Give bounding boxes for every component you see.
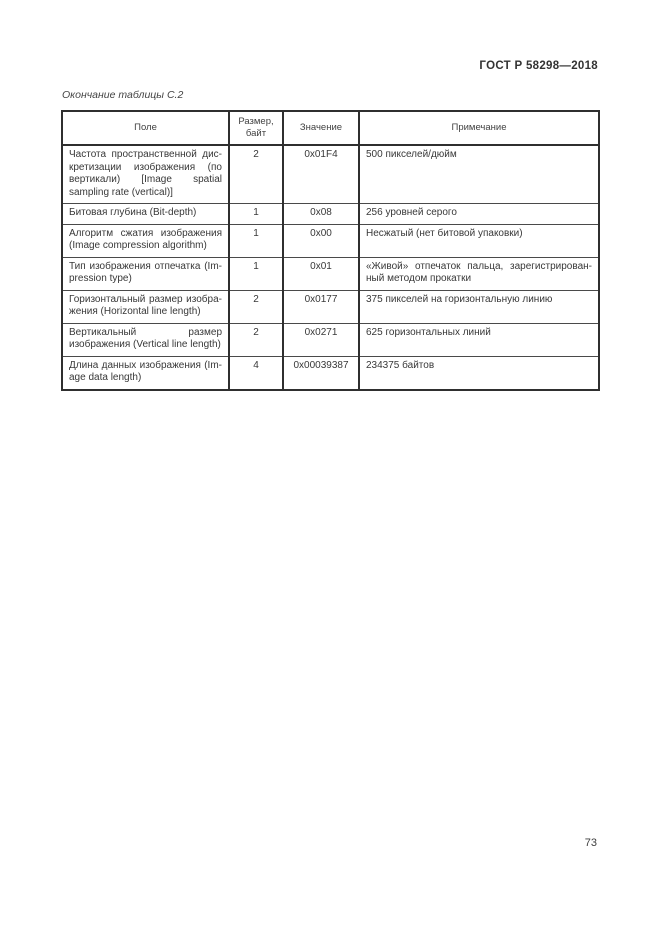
- cell-value: 0x00039387: [282, 355, 360, 390]
- cell-size-bytes: 2: [228, 289, 284, 324]
- cell-size-bytes: 1: [228, 256, 284, 291]
- running-header: ГОСТ Р 58298—2018: [479, 60, 598, 72]
- cell-value: 0x0271: [282, 322, 360, 357]
- cell-field: Вертикальный размер изображе­ния (Vertic…: [61, 322, 230, 357]
- table-row: Битовая глубина (Bit-depth) 1 0x08 256 уров…: [61, 203, 600, 225]
- column-header-field: Поле: [61, 111, 230, 146]
- table-continuation-caption: Окончание таблицы С.2: [62, 89, 184, 101]
- table-row: Длина данных изображения (Im­age data le…: [61, 355, 600, 390]
- cell-note: 500 пикселей/дюйм: [358, 144, 600, 204]
- cell-value: 0x00: [282, 223, 360, 258]
- cell-field: Длина данных изображения (Im­age data le…: [61, 355, 230, 390]
- cell-note: Несжатый (нет битовой упаковки): [358, 223, 600, 258]
- cell-field: Алгоритм сжатия изображения (Image compr…: [61, 223, 230, 258]
- cell-note: «Живой» отпечаток пальца, зарегистрирова…: [358, 256, 600, 291]
- cell-size-bytes: 2: [228, 322, 284, 357]
- page-number: 73: [584, 837, 597, 849]
- cell-size-bytes: 4: [228, 355, 284, 390]
- doc-number: ГОСТ Р 58298—2018: [479, 60, 598, 72]
- cell-value: 0x01F4: [282, 144, 360, 204]
- cell-size-bytes: 2: [228, 144, 284, 204]
- cell-size-bytes: 1: [228, 203, 284, 225]
- column-header-note: Примечание: [358, 111, 600, 146]
- cell-value: 0x01: [282, 256, 360, 291]
- table-row: Частота пространственной дис­кретизации …: [61, 144, 600, 204]
- table-row: Тип изображения отпечатка (Im­pression t…: [61, 256, 600, 291]
- cell-field: Частота пространственной дис­кретизации …: [61, 144, 230, 204]
- table-row: Вертикальный размер изображе­ния (Vertic…: [61, 322, 600, 357]
- cell-field: Горизонтальный размер изобра­жения (Hori…: [61, 289, 230, 324]
- cell-note: 256 уровней серого: [358, 203, 600, 225]
- cell-size-bytes: 1: [228, 223, 284, 258]
- cell-field: Битовая глубина (Bit-depth): [61, 203, 230, 225]
- cell-note: 234375 байтов: [358, 355, 600, 390]
- table-row: Горизонтальный размер изобра­жения (Hori…: [61, 289, 600, 324]
- cell-field: Тип изображения отпечатка (Im­pression t…: [61, 256, 230, 291]
- spec-table: Поле Размер, байт Значение Примечание Ча…: [61, 110, 600, 391]
- column-header-value: Значение: [282, 111, 360, 146]
- cell-value: 0x08: [282, 203, 360, 225]
- column-header-size-bytes: Размер, байт: [228, 111, 284, 146]
- table-row: Алгоритм сжатия изображения (Image compr…: [61, 223, 600, 258]
- cell-value: 0x0177: [282, 289, 360, 324]
- table-header-row: Поле Размер, байт Значение Примечание: [61, 111, 600, 146]
- cell-note: 625 горизонтальных линий: [358, 322, 600, 357]
- cell-note: 375 пикселей на горизонтальную линию: [358, 289, 600, 324]
